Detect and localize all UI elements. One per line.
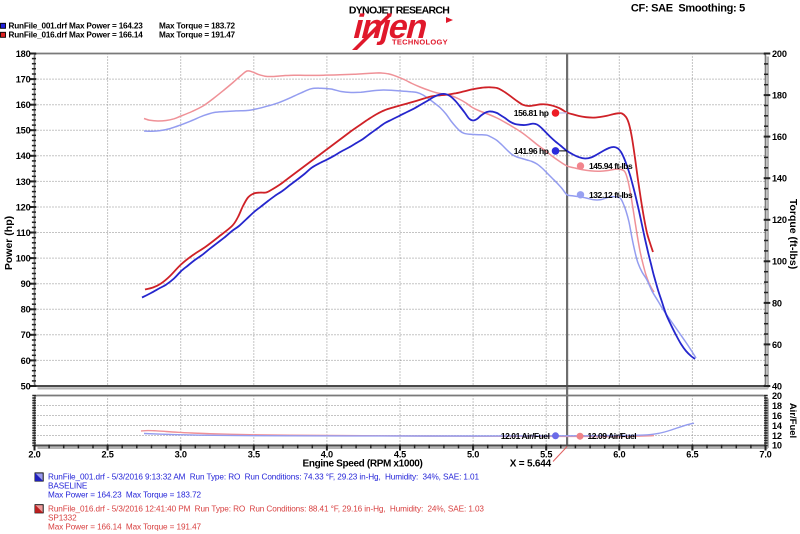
svg-text:4.0: 4.0 <box>321 450 333 460</box>
svg-text:10: 10 <box>772 441 782 451</box>
svg-text:RunFile_016.drf Max Power = 16: RunFile_016.drf Max Power = 166.14 <box>9 31 144 40</box>
svg-text:180: 180 <box>772 91 787 101</box>
svg-text:40: 40 <box>772 381 782 391</box>
svg-text:5.0: 5.0 <box>467 450 479 460</box>
svg-text:70: 70 <box>21 330 31 340</box>
svg-text:160: 160 <box>772 132 787 142</box>
svg-text:BASELINE: BASELINE <box>48 482 88 491</box>
svg-text:3.0: 3.0 <box>175 450 187 460</box>
svg-text:2.0: 2.0 <box>28 450 40 460</box>
svg-text:90: 90 <box>21 279 31 289</box>
svg-text:80: 80 <box>772 298 782 308</box>
svg-text:140: 140 <box>772 174 787 184</box>
svg-text:RunFile_016.drf - 5/3/2016 12:: RunFile_016.drf - 5/3/2016 12:41:40 PM R… <box>48 504 484 513</box>
svg-text:Max Power = 166.14 Max Torque: Max Power = 166.14 Max Torque = 191.47 <box>48 523 202 532</box>
svg-text:12: 12 <box>772 431 782 441</box>
svg-text:7.0: 7.0 <box>759 450 771 460</box>
svg-text:50: 50 <box>21 381 31 391</box>
svg-text:130: 130 <box>16 177 31 187</box>
svg-text:160: 160 <box>16 100 31 110</box>
svg-text:180: 180 <box>16 49 31 59</box>
svg-text:170: 170 <box>16 75 31 85</box>
svg-text:6.0: 6.0 <box>613 450 625 460</box>
svg-text:140: 140 <box>16 151 31 161</box>
svg-text:DYNOJET RESEARCH: DYNOJET RESEARCH <box>349 5 449 17</box>
svg-text:4.5: 4.5 <box>394 450 406 460</box>
svg-text:145.94 ft-lbs: 145.94 ft-lbs <box>589 161 633 171</box>
svg-text:RunFile_001.drf Max Power = 16: RunFile_001.drf Max Power = 164.23 <box>9 22 144 31</box>
svg-text:SP1332: SP1332 <box>48 514 77 523</box>
svg-text:Max Power = 164.23 Max Torque: Max Power = 164.23 Max Torque = 183.72 <box>48 491 202 500</box>
svg-text:Max Torque = 191.47: Max Torque = 191.47 <box>159 31 236 40</box>
svg-text:12.09 Air/Fuel: 12.09 Air/Fuel <box>588 431 637 441</box>
svg-text:6.5: 6.5 <box>686 450 698 460</box>
svg-text:X = 5.644: X = 5.644 <box>510 459 552 470</box>
svg-text:60: 60 <box>772 340 782 350</box>
svg-text:Engine Speed (RPM x1000): Engine Speed (RPM x1000) <box>303 459 423 470</box>
svg-text:TECHNOLOGY: TECHNOLOGY <box>392 38 448 47</box>
svg-text:Air/Fuel: Air/Fuel <box>787 403 798 438</box>
svg-text:20: 20 <box>772 391 782 401</box>
svg-text:16: 16 <box>772 411 782 421</box>
svg-text:Torque (ft-lbs): Torque (ft-lbs) <box>787 199 799 269</box>
svg-text:12.01 Air/Fuel: 12.01 Air/Fuel <box>501 431 550 441</box>
svg-text:2.5: 2.5 <box>102 450 114 460</box>
svg-text:156.81 hp: 156.81 hp <box>514 108 549 118</box>
svg-text:14: 14 <box>772 421 783 431</box>
svg-text:120: 120 <box>16 202 31 212</box>
svg-text:RunFile_001.drf - 5/3/2016 9:1: RunFile_001.drf - 5/3/2016 9:13:32 AM Ru… <box>48 472 480 481</box>
svg-text:CF: SAE Smoothing: 5: CF: SAE Smoothing: 5 <box>631 3 745 15</box>
svg-text:3.5: 3.5 <box>248 450 260 460</box>
svg-text:141.96 hp: 141.96 hp <box>514 146 549 156</box>
svg-text:18: 18 <box>772 401 782 411</box>
svg-text:60: 60 <box>21 356 31 366</box>
svg-text:5.5: 5.5 <box>540 450 552 460</box>
svg-text:80: 80 <box>21 305 31 315</box>
svg-text:120: 120 <box>772 215 787 225</box>
svg-text:200: 200 <box>772 49 787 59</box>
svg-text:110: 110 <box>16 228 30 238</box>
svg-text:100: 100 <box>16 254 31 264</box>
svg-text:150: 150 <box>16 126 31 136</box>
svg-text:100: 100 <box>772 257 787 267</box>
svg-text:132.12 ft-lbs: 132.12 ft-lbs <box>589 190 633 200</box>
svg-text:Power (hp): Power (hp) <box>3 216 15 270</box>
svg-text:Max Torque = 183.72: Max Torque = 183.72 <box>159 22 236 31</box>
